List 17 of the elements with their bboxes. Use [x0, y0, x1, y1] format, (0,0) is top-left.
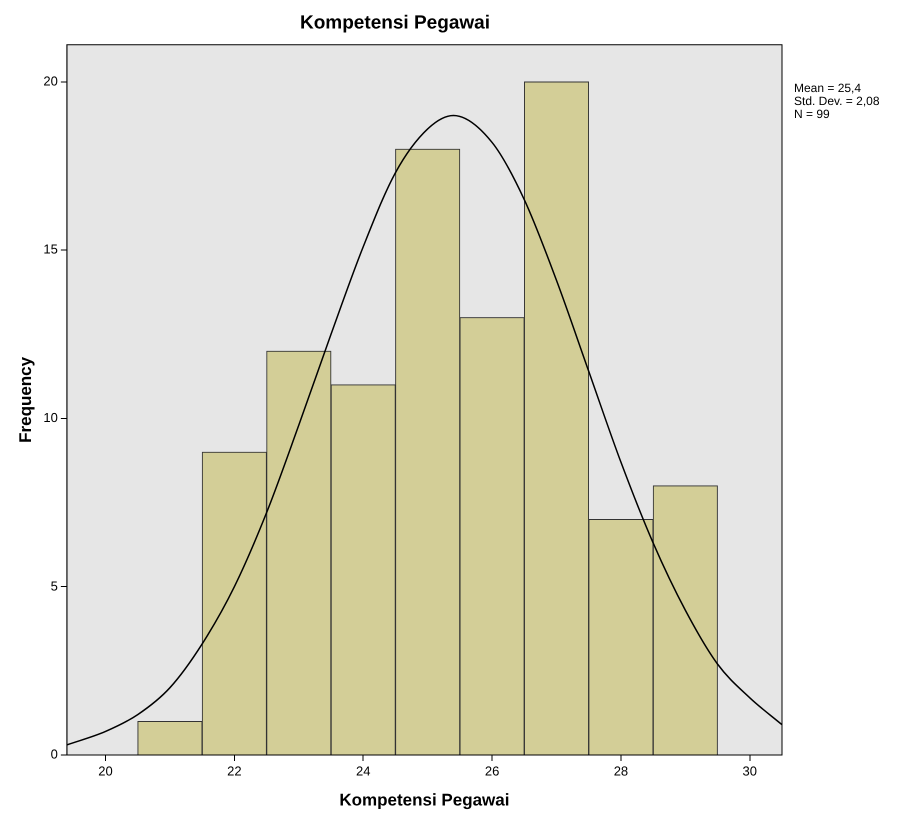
y-tick-label: 5 [50, 578, 58, 594]
text: N = 99 [794, 107, 830, 122]
y-tick-label: 10 [43, 410, 58, 425]
y-tick-label: 20 [43, 73, 58, 88]
x-axis-title: Kompetensi Pegawai [339, 790, 510, 810]
y-axis-title: Frequency [16, 356, 35, 443]
y-tick-label: 15 [43, 242, 58, 257]
x-tick-label: 24 [356, 763, 370, 778]
chart-title: Kompetensi Pegawai [300, 12, 490, 34]
text: Mean = 25,4 [794, 81, 862, 96]
x-tick-label: 26 [484, 763, 500, 778]
x-tick-label: 20 [98, 763, 113, 778]
x-tick-label: 28 [614, 763, 628, 778]
x-tick-label: 30 [742, 763, 758, 778]
text: Std. Dev. = 2,08 [794, 94, 880, 108]
y-tick-label: 0 [50, 746, 58, 762]
x-tick-label: 22 [227, 763, 242, 778]
